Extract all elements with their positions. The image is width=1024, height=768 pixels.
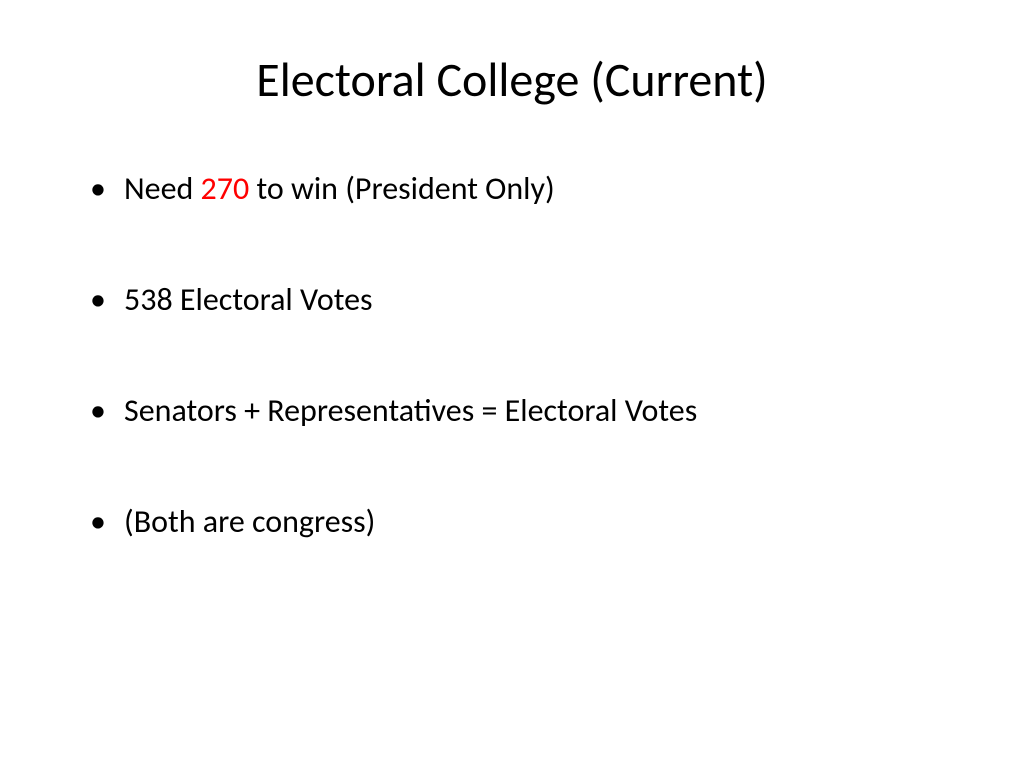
text-run: (Both are congress) [124, 502, 375, 541]
text-run: to win (President Only) [249, 169, 555, 208]
bullet-item: (Both are congress) [90, 502, 954, 541]
bullet-list: Need 270 to win (President Only) 538 Elec… [70, 169, 954, 541]
slide-body: Need 270 to win (President Only) 538 Elec… [70, 169, 954, 541]
text-run: 538 Electoral Votes [124, 280, 373, 319]
bullet-item: Need 270 to win (President Only) [90, 169, 954, 208]
bullet-item: 538 Electoral Votes [90, 280, 954, 319]
text-run: Need [124, 169, 201, 208]
bullet-item: Senators + Representatives = Electoral V… [90, 391, 954, 430]
text-run: 270 [201, 169, 250, 208]
slide-title: Electoral College (Current) [70, 50, 954, 109]
slide: Electoral College (Current) Need 270 to … [0, 0, 1024, 768]
text-run: Senators + Representatives = Electoral V… [124, 391, 697, 430]
